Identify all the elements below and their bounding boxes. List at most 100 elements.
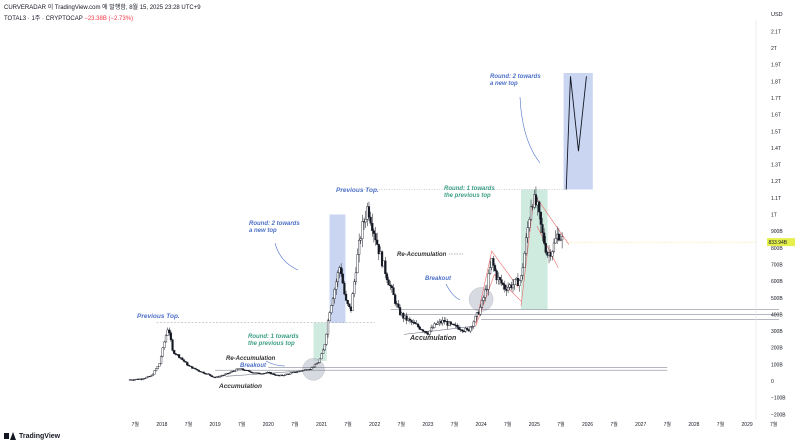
candle-body xyxy=(394,294,397,304)
candle-body xyxy=(405,315,408,321)
candle-body xyxy=(528,219,531,228)
candle-body xyxy=(367,206,371,218)
candle-body xyxy=(235,368,238,372)
candle-body xyxy=(233,370,236,372)
candle-body xyxy=(520,275,523,281)
candle-body xyxy=(518,280,521,286)
candle-body xyxy=(331,298,335,306)
breakout-circle-2020 xyxy=(302,358,325,381)
candle-body xyxy=(335,281,338,290)
candle-body xyxy=(398,307,402,316)
arrow-round2-2025 xyxy=(519,96,541,164)
candle-body xyxy=(374,233,377,241)
candle-body xyxy=(186,362,189,366)
candle-body xyxy=(223,374,227,376)
candle-body xyxy=(489,267,492,274)
x-tick-label: 7월 xyxy=(238,421,246,428)
round2-label-2021-line2: a new top xyxy=(249,228,277,234)
candle-body xyxy=(384,260,387,275)
x-tick-label: 7월 xyxy=(344,421,352,428)
candle-body xyxy=(218,375,222,378)
candle-body xyxy=(380,251,384,267)
candle-body xyxy=(369,216,372,224)
candle-body xyxy=(173,350,176,354)
y-tick-label: 1.9T xyxy=(771,63,781,69)
candle-body xyxy=(300,370,303,372)
x-tick-label: 2022 xyxy=(369,422,380,428)
projection-path xyxy=(565,76,587,190)
candle-body xyxy=(328,312,331,321)
candle-body xyxy=(161,347,164,357)
candle-body xyxy=(541,224,544,234)
candle-body xyxy=(195,369,199,371)
candle-body xyxy=(168,329,171,334)
re-accumulation-label-2020: Re-Accumulation xyxy=(226,356,276,362)
author-line: CURVERADAR 이 TradingView.com 에 발행함, 8월 1… xyxy=(4,5,201,11)
candle-body xyxy=(443,320,446,323)
x-tick-label: 7월 xyxy=(557,421,565,428)
candle-body xyxy=(385,273,389,281)
x-tick-label: 7월 xyxy=(610,421,618,428)
candle-body xyxy=(344,293,348,301)
candle-body xyxy=(390,285,393,288)
candle-body xyxy=(333,289,336,299)
candle-body xyxy=(282,375,285,377)
footer-brand[interactable]: TradingView xyxy=(4,432,60,440)
candle-body xyxy=(312,366,315,368)
x-tick-label: 2020 xyxy=(263,422,274,428)
candle-body xyxy=(461,329,464,332)
round1-label-2021-line2: the previous top xyxy=(248,341,295,347)
symbol-legend[interactable]: TOTAL3 · 1주 · CRYPTOCAP −23.38B (−2.73%) xyxy=(4,13,133,22)
price-change: −23.38B (−2.73%) xyxy=(84,16,134,22)
candle-body xyxy=(418,326,421,330)
x-tick-label: 7월 xyxy=(717,421,725,428)
candle-body xyxy=(169,332,173,340)
candle-body xyxy=(554,238,557,244)
candle-body xyxy=(354,272,357,282)
round1-label-2025-line2: the previous top xyxy=(444,193,491,199)
candle-body xyxy=(538,201,541,213)
candle-body xyxy=(222,375,225,377)
x-tick-label: 2024 xyxy=(476,422,487,428)
round2-label-2021-line1: Round: 2 towards xyxy=(249,221,300,227)
candle-body xyxy=(493,265,497,271)
accumulation-line-2 xyxy=(403,325,476,335)
candle-body xyxy=(151,373,154,376)
y-tick-label: 1.8T xyxy=(771,79,781,85)
current-price-badge xyxy=(767,238,795,247)
candle-body xyxy=(449,321,452,325)
candle-body xyxy=(317,362,320,364)
x-tick-label: 2026 xyxy=(582,422,593,428)
candle-body xyxy=(210,375,213,377)
x-tick-label: 2027 xyxy=(635,422,646,428)
candle-body xyxy=(155,368,158,371)
y-tick-label: 1.1T xyxy=(771,196,781,202)
x-tick-label: 7월 xyxy=(770,421,778,428)
x-tick-label: 2018 xyxy=(156,422,167,428)
candle-body xyxy=(248,370,251,372)
accumulation-label-2023: Accumulation xyxy=(409,335,456,342)
candle-body xyxy=(525,237,528,254)
round2-label-2025-line1: Round: 2 towards xyxy=(490,74,541,80)
candle-body xyxy=(425,331,428,334)
candle-body xyxy=(156,366,159,369)
candle-body xyxy=(189,365,192,367)
x-tick-label: 7월 xyxy=(504,421,512,428)
currency-label: USD xyxy=(771,12,783,18)
candle-body xyxy=(150,375,153,377)
candle-body xyxy=(503,284,506,290)
candle-body xyxy=(289,372,292,375)
previous-top-label-2018: Previous Top. xyxy=(137,313,180,320)
x-tick-label: 7월 xyxy=(132,421,140,428)
x-tick-label: 7월 xyxy=(664,421,672,428)
candle-body xyxy=(433,323,436,328)
candle-body xyxy=(480,300,484,308)
re-accumulation-label-2024: Re-Accumulation xyxy=(397,252,447,258)
arrow-breakout-2020 xyxy=(265,360,286,367)
candle-body xyxy=(544,243,547,253)
candle-body xyxy=(377,244,380,255)
candle-body xyxy=(534,194,538,206)
candle-body xyxy=(356,254,359,273)
y-tick-label: 2T xyxy=(771,46,777,52)
